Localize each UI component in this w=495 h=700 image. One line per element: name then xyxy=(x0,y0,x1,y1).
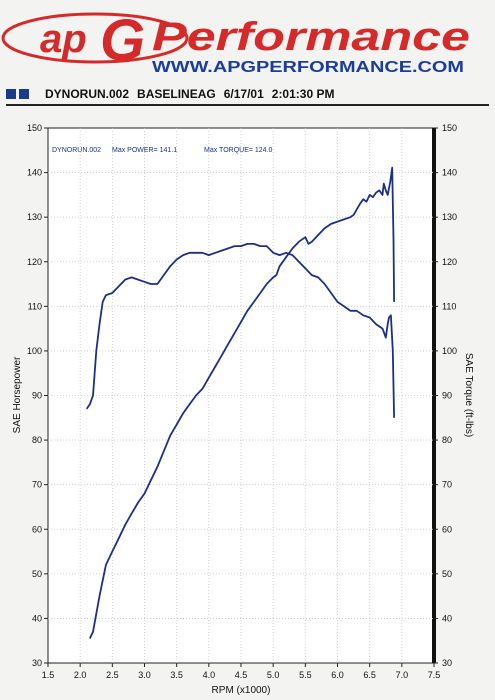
y-tick-label-right: 90 xyxy=(442,391,452,401)
x-tick-label: 2.0 xyxy=(74,670,87,680)
x-tick-label: 6.5 xyxy=(363,670,376,680)
y-tick-label-right: 40 xyxy=(442,613,452,623)
y-tick-label-right: 130 xyxy=(442,212,457,222)
apg-performance-logo: ap G Performance WWW.APGPERFORMANCE.COM xyxy=(1,8,470,76)
y-tick-label-left: 80 xyxy=(32,435,42,445)
y-tick-label-right: 110 xyxy=(442,301,456,311)
y-tick-label-right: 120 xyxy=(442,257,457,267)
y-tick-label-left: 100 xyxy=(27,346,42,356)
run-time: 2:01:30 PM xyxy=(271,87,335,101)
y-axis-left-ticks: 30 40 50 60 70 80 90 100 110 120 130 140 150 xyxy=(27,123,48,668)
logo-mark: ap xyxy=(40,17,87,61)
dyno-chart: 30 40 50 60 70 80 90 100 110 120 130 140 150 30 40 50 6… xyxy=(12,123,474,696)
torque-line xyxy=(85,243,395,418)
logo-brand: Performance xyxy=(152,15,470,59)
info-max-power: Max POWER= 141.1 xyxy=(112,147,177,154)
power-line xyxy=(88,166,395,639)
y-axis-label-right: SAE Torque (ft-lbs) xyxy=(463,353,474,437)
x-tick-label: 4.0 xyxy=(203,670,216,680)
y-tick-label-right: 70 xyxy=(442,480,452,490)
legend-square-icon xyxy=(19,89,29,99)
x-tick-label: 5.0 xyxy=(267,670,280,680)
grid-lines xyxy=(48,128,434,663)
y-tick-label-right: 80 xyxy=(442,435,452,445)
run-date: 6/17/01 xyxy=(223,87,264,101)
legend-square-icon xyxy=(6,89,16,99)
y-tick-label-left: 140 xyxy=(27,168,42,178)
x-axis-label: RPM (x1000) xyxy=(212,685,271,696)
x-tick-label: 7.0 xyxy=(396,670,409,680)
y-tick-label-right: 50 xyxy=(442,569,452,579)
x-tick-label: 5.5 xyxy=(299,670,312,680)
y-tick-label-left: 70 xyxy=(32,480,42,490)
y-axis-label-left: SAE Horsepower xyxy=(12,356,23,433)
x-tick-label: 6.0 xyxy=(331,670,344,680)
x-tick-label: 4.5 xyxy=(235,670,248,680)
y-tick-label-left: 90 xyxy=(32,391,42,401)
y-tick-label-left: 110 xyxy=(28,301,42,311)
x-tick-label: 2.5 xyxy=(106,670,119,680)
y-tick-label-right: 100 xyxy=(442,346,457,356)
y-tick-label-right: 140 xyxy=(442,168,457,178)
y-axis-right-ticks: 30 40 50 60 70 80 90 100 110 120 130 140 150 xyxy=(434,123,457,668)
x-tick-label: 1.5 xyxy=(42,670,55,680)
x-tick-label: 3.5 xyxy=(170,670,183,680)
logo-swoosh xyxy=(1,12,189,64)
y-tick-label-left: 130 xyxy=(27,212,42,222)
y-tick-label-left: 40 xyxy=(32,613,42,623)
y-tick-label-right: 150 xyxy=(442,123,457,133)
info-run: DYNORUN.002 xyxy=(52,147,101,154)
y-tick-label-right: 30 xyxy=(442,658,452,668)
logo-g-mark: G xyxy=(100,8,145,73)
y-tick-label-left: 150 xyxy=(27,123,42,133)
x-tick-label: 7.5 xyxy=(428,670,441,680)
y-tick-label-left: 120 xyxy=(27,257,42,267)
logo-url: WWW.APGPERFORMANCE.COM xyxy=(152,59,464,76)
run-title: BASELINEAG xyxy=(137,87,216,101)
info-max-torque: Max TORQUE= 124.0 xyxy=(204,147,273,154)
run-file: DYNORUN.002 xyxy=(45,87,130,101)
y-tick-label-left: 60 xyxy=(32,524,42,534)
series-lines xyxy=(85,166,395,639)
x-tick-label: 3.0 xyxy=(138,670,151,680)
y-tick-label-left: 50 xyxy=(32,569,42,579)
y-tick-label-left: 30 xyxy=(32,658,42,668)
run-header: DYNORUN.002 BASELINEAG 6/17/01 2:01:30 P… xyxy=(6,84,489,106)
x-axis-ticks: 1.5 2.0 2.5 3.0 3.5 4.0 4.5 5.0 5.5 6.0 6.5 7.0 7.5 xyxy=(42,663,441,680)
y-tick-label-right: 60 xyxy=(442,524,452,534)
